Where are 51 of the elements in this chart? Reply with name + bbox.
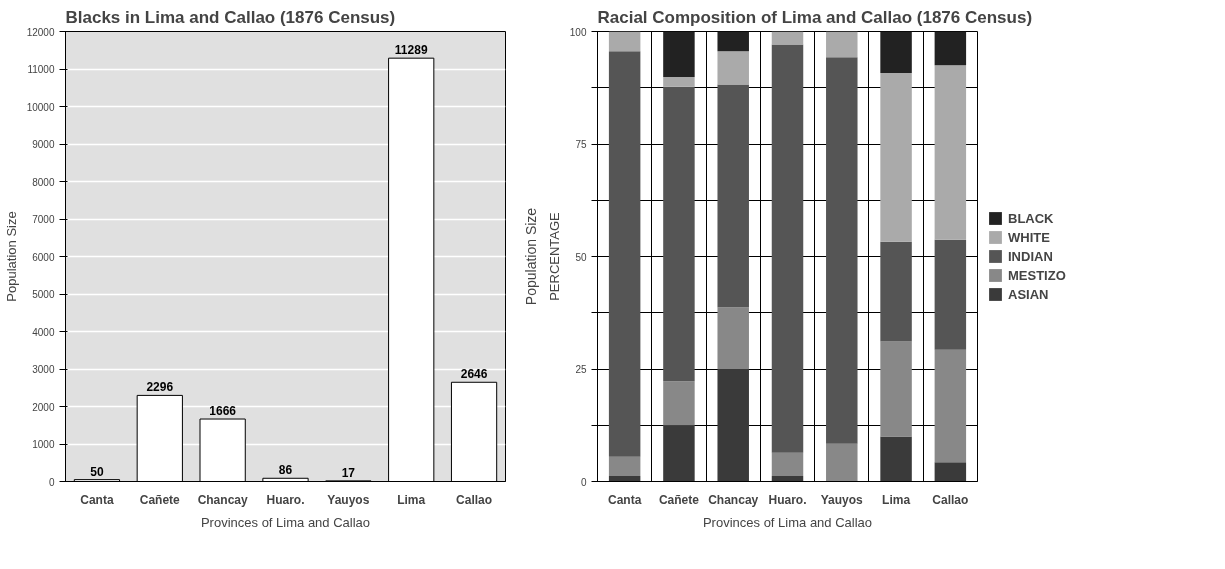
x-tick-label: Lima	[397, 492, 426, 507]
legend-label: INDIAN	[1008, 248, 1053, 264]
y-tick-label: 0	[48, 476, 55, 488]
y-tick-label: 2000	[32, 401, 55, 413]
y-tick-label: 3000	[32, 364, 55, 375]
y-tick-label: 0	[580, 476, 587, 488]
data-label: 11289	[394, 43, 428, 58]
x-tick-label: Canta	[607, 492, 642, 507]
legend-label: WHITE	[1008, 229, 1050, 245]
x-tick-label: Yauyos	[820, 492, 864, 507]
x-tick-label: Canta	[80, 492, 114, 507]
chart-title: Blacks in Lima and Callao (1876 Census)	[65, 7, 396, 27]
y-tick-label: 100	[569, 26, 587, 38]
chart-title: Racial Composition of Lima and Callao (1876 Census)	[597, 7, 1033, 27]
x-tick-label: Chancay	[708, 492, 759, 507]
y-tick-label: 50	[575, 251, 587, 263]
y-tick-label: 4000	[32, 326, 55, 338]
x-tick-label: Huaro.	[266, 492, 305, 507]
x-tick-label: Callao	[932, 492, 969, 507]
data-label: 2296	[146, 380, 174, 395]
y-tick-label: 9000	[32, 139, 55, 150]
y-tick-label: 5000	[32, 289, 55, 300]
data-label: 17	[341, 465, 356, 480]
y-axis-title: PERCENTAGE	[546, 211, 562, 301]
text: Population Size	[522, 207, 539, 306]
x-tick-label: Huaro.	[768, 492, 807, 507]
y-tick-label: 25	[575, 364, 587, 375]
x-tick-label: Cañete	[139, 492, 181, 507]
data-label: 2646	[460, 367, 488, 382]
legend-label: BLACK	[1008, 210, 1054, 226]
x-tick-label: Lima	[882, 492, 911, 507]
legend-label: ASIAN	[1008, 286, 1049, 302]
y-tick-label: 10000	[26, 101, 55, 113]
x-tick-label: Cañete	[658, 492, 700, 507]
x-tick-label: Callao	[456, 492, 493, 507]
x-tick-label: Yauyos	[327, 492, 370, 507]
x-axis-title: Provinces of Lima and Callao	[702, 514, 873, 530]
y-tick-label: 75	[575, 139, 587, 150]
x-axis-title: Provinces of Lima and Callao	[200, 514, 371, 530]
y-axis-title: Population Size	[3, 211, 19, 302]
y-tick-label: 1000	[32, 439, 55, 450]
data-label: 50	[90, 464, 104, 479]
y-tick-label: 6000	[32, 251, 55, 263]
y-tick-label: 12000	[26, 26, 55, 38]
y-tick-label: 7000	[32, 214, 55, 225]
data-label: 86	[278, 463, 293, 478]
legend-label: MESTIZO	[1008, 267, 1066, 283]
x-tick-label: Chancay	[197, 492, 248, 507]
data-label: 1666	[209, 404, 237, 419]
y-tick-label: 11000	[27, 64, 55, 75]
y-tick-label: 8000	[32, 176, 55, 188]
